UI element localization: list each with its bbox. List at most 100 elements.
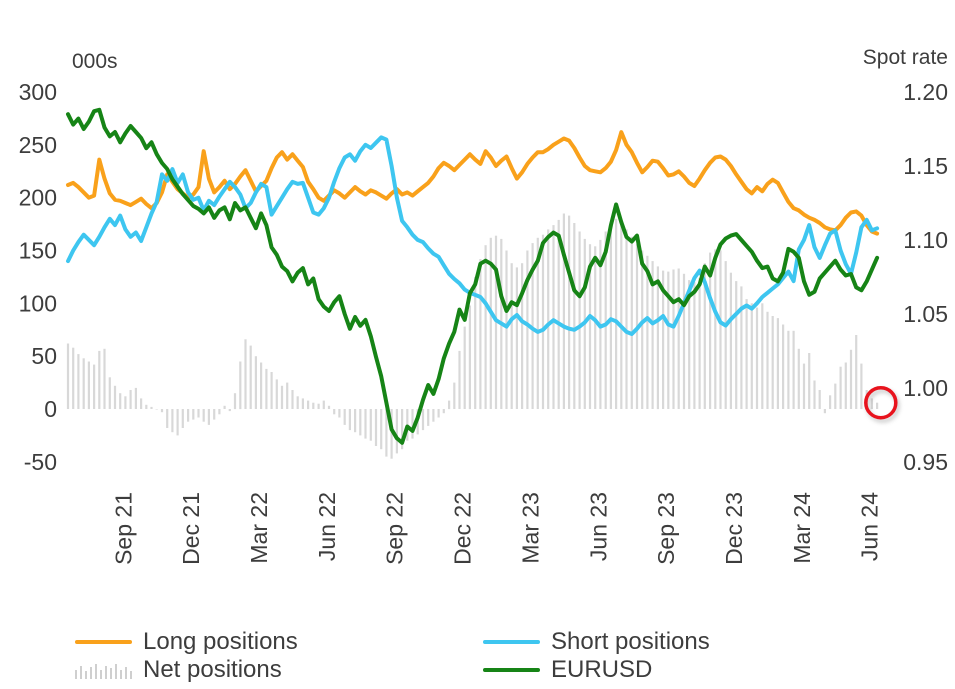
net-positions-bar [134, 387, 137, 409]
right-axis-tick: 1.00 [903, 375, 948, 401]
net-positions-bar [359, 409, 362, 436]
net-positions-bar [552, 225, 555, 409]
net-positions-bar [155, 409, 158, 410]
net-positions-bar [662, 270, 665, 409]
net-positions-bar [755, 307, 759, 409]
net-positions-bar [562, 213, 565, 409]
net-positions-bar [390, 409, 393, 459]
net-positions-bar [348, 409, 351, 431]
net-positions-bar [93, 364, 96, 409]
net-positions-bar [714, 249, 717, 409]
net-positions-bar [792, 330, 795, 409]
net-positions-bar [197, 409, 200, 418]
net-positions-bar [301, 398, 304, 409]
net-positions-bar [286, 382, 289, 409]
left-axis-tick: -50 [24, 449, 57, 475]
net-positions-bar [750, 303, 753, 409]
left-axis-tick: 100 [19, 290, 57, 316]
net-positions-bar [521, 263, 524, 409]
x-axis-tick: Sep 21 [110, 492, 136, 565]
net-positions-bar [103, 348, 106, 409]
net-positions-bar [719, 250, 722, 409]
net-positions-bar [672, 269, 675, 409]
net-positions-bar [510, 263, 513, 409]
net-positions-bar [578, 231, 581, 409]
net-positions-bar [813, 380, 816, 409]
net-positions-bar [338, 409, 341, 418]
net-positions-bar [369, 409, 372, 441]
left-axis-tick: 250 [19, 132, 57, 158]
net-positions-bar [870, 398, 873, 409]
net-positions-bar [776, 318, 779, 409]
net-positions-bar [688, 280, 691, 409]
highlight-circle-annotation [864, 385, 898, 420]
x-axis-tick: Dec 22 [450, 492, 476, 565]
net-positions-bar [66, 343, 70, 409]
net-positions-bar [682, 273, 686, 410]
net-positions-bar [745, 299, 748, 409]
net-positions-bar [808, 353, 811, 409]
right-axis-tick: 1.10 [903, 227, 948, 253]
net-positions-bar [860, 363, 863, 409]
net-positions-bar [463, 326, 466, 409]
left-axis-tick: 150 [19, 238, 57, 264]
net-positions-bar [218, 409, 221, 415]
net-positions-bar [505, 250, 508, 409]
net-positions-bar [207, 409, 210, 425]
net-positions-bar [703, 263, 706, 409]
net-positions-bar [625, 229, 628, 409]
net-positions-bar [395, 409, 398, 454]
net-positions-bar [787, 330, 790, 409]
net-positions-bar [82, 358, 85, 409]
net-positions-bar [839, 366, 842, 409]
net-positions-bar [557, 219, 560, 409]
x-axis-tick: Dec 23 [721, 492, 747, 565]
net-positions-bar [541, 234, 545, 410]
eurusd-line [66, 107, 880, 445]
net-positions-bar [536, 237, 539, 409]
net-positions-bar [87, 361, 90, 410]
net-positions-bar [698, 278, 701, 409]
net-positions-bar [771, 316, 774, 409]
net-positions-bar [307, 400, 310, 410]
net-positions-bar [223, 405, 226, 409]
net-positions-bar [72, 347, 75, 409]
net-positions-bar [364, 409, 367, 439]
net-positions-bar [333, 409, 336, 415]
net-positions-bar [265, 368, 268, 410]
net-positions-bar [202, 409, 205, 422]
net-positions-bar [421, 409, 425, 431]
x-axis-tick: Jun 22 [314, 492, 340, 561]
net-positions-bar [327, 405, 331, 409]
net-positions-bar [604, 231, 607, 409]
net-positions-bar [667, 271, 670, 409]
net-positions-bar [740, 286, 743, 409]
net-positions-bar [588, 244, 592, 409]
net-positions-bar [166, 409, 169, 428]
right-axis-title: Spot rate [862, 46, 948, 69]
net-positions-bar [573, 223, 576, 409]
net-positions-bar [187, 409, 190, 422]
net-positions-bar [620, 223, 623, 409]
net-positions-bar [401, 409, 404, 450]
net-positions-bar [270, 372, 273, 409]
net-positions-bar [275, 379, 278, 409]
x-axis-tick: Sep 23 [653, 492, 679, 565]
left-axis-tick: 0 [44, 396, 57, 422]
net-positions-bar [761, 303, 764, 409]
net-positions-bar [150, 406, 153, 409]
net-positions-bar [385, 409, 388, 457]
left-axis-tick: 50 [31, 343, 57, 369]
x-axis-tick: Mar 24 [789, 492, 815, 564]
x-axis-tick: Dec 21 [178, 492, 204, 565]
net-positions-bar [432, 409, 435, 422]
net-positions-bar [693, 282, 696, 409]
net-positions-bar [531, 243, 534, 409]
net-positions-bar [374, 409, 378, 446]
net-positions-bar [766, 311, 769, 409]
left-axis-units-label: 000s [72, 50, 118, 73]
net-positions-bar [458, 350, 461, 409]
net-positions-bar [609, 223, 612, 409]
net-positions-bar [489, 237, 492, 409]
